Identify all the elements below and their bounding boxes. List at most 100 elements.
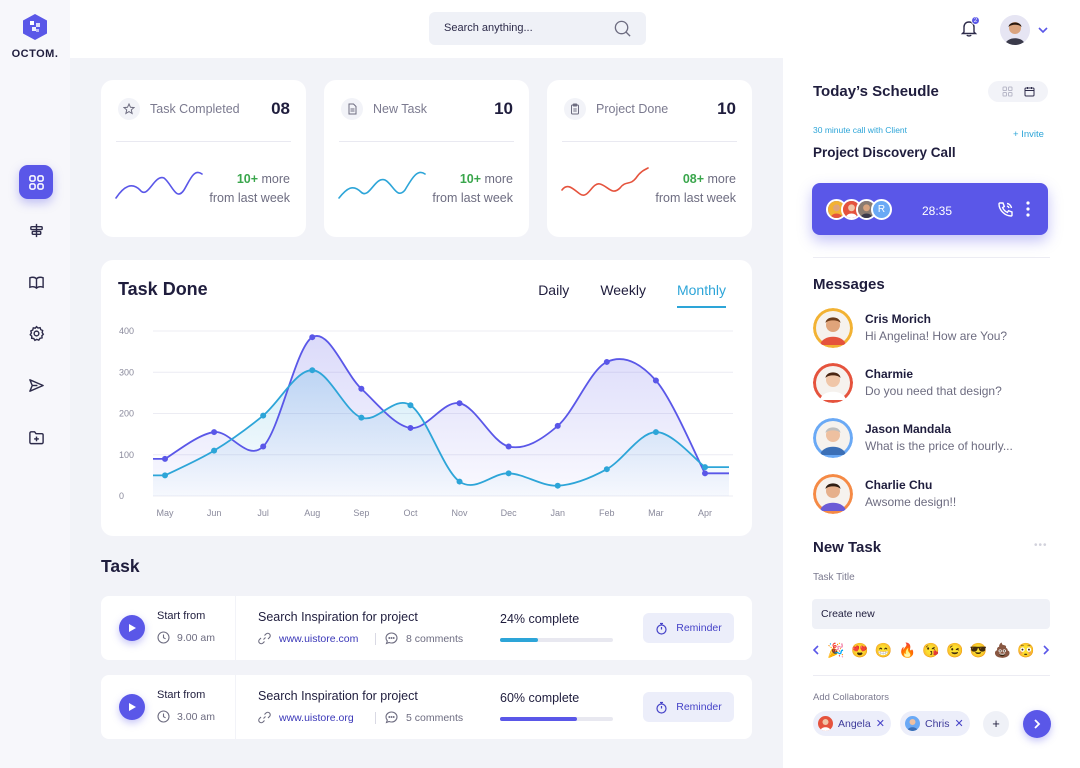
message-preview: Do you need that design?	[865, 384, 1002, 398]
sidebar-item-send[interactable]	[19, 368, 53, 402]
divider	[562, 141, 737, 142]
collaborator-avatar	[905, 716, 920, 731]
sidebar-item-settings[interactable]	[19, 316, 53, 350]
search-input[interactable]: Search anything...	[444, 22, 533, 34]
calendar-icon[interactable]	[1024, 86, 1035, 97]
emoji-fire[interactable]: 🔥	[898, 642, 916, 658]
stat-card-task-completed: Task Completed 08 10+ more from last wee…	[101, 80, 306, 237]
stat-value: 08	[271, 99, 290, 118]
sidebar-item-book[interactable]	[19, 265, 53, 299]
divider	[339, 141, 514, 142]
add-collaborator-button[interactable]: +	[983, 711, 1009, 737]
sidebar-item-folder[interactable]	[19, 420, 53, 454]
emoji-party[interactable]: 🎉	[827, 642, 845, 658]
data-point	[211, 429, 218, 436]
play-button[interactable]	[119, 615, 145, 641]
sidebar-item-dashboard[interactable]	[19, 165, 53, 199]
emoji-grin[interactable]: 😁	[874, 642, 893, 658]
stat-more-number: 10+	[236, 172, 259, 186]
send-icon	[28, 378, 44, 392]
task-comments[interactable]: 8 comments	[385, 632, 463, 645]
message-item[interactable]: Cris Morich Hi Angelina! How are You?	[813, 308, 1053, 352]
message-preview: Awsome design!!	[865, 495, 957, 509]
stat-label: New Task	[373, 102, 427, 116]
task-time: 3.00 am	[157, 710, 215, 723]
task-link-text[interactable]: www.uistore.com	[279, 632, 359, 645]
stat-more: 10+ more from last week	[432, 170, 513, 208]
logo-icon	[23, 14, 47, 40]
collaborator-name: Angela	[838, 717, 871, 730]
message-item[interactable]: Charmie Do you need that design?	[813, 363, 1053, 407]
stat-more-sub: from last week	[655, 191, 736, 205]
emoji-flushed[interactable]: 😳	[1017, 642, 1035, 658]
call-card[interactable]: R 28:35	[812, 183, 1048, 235]
view-toggle[interactable]	[988, 81, 1048, 102]
stat-label: Task Completed	[150, 102, 240, 116]
start-label: Start from	[157, 689, 206, 701]
task-progress-bar	[500, 717, 613, 721]
collaborator-avatar	[818, 716, 833, 731]
grid-view-icon[interactable]	[1002, 86, 1013, 97]
more-vertical-icon[interactable]	[1025, 200, 1031, 218]
chevron-left-icon[interactable]	[811, 644, 821, 656]
task-link[interactable]: www.uistore.com	[258, 632, 358, 645]
x-tick-label: Apr	[698, 508, 712, 518]
more-horizontal-icon[interactable]: •••	[1034, 540, 1048, 551]
tab-weekly[interactable]: Weekly	[600, 282, 646, 298]
link-icon	[258, 632, 271, 645]
comment-icon	[385, 632, 398, 645]
stat-more-sub: from last week	[209, 191, 290, 205]
tab-monthly[interactable]: Monthly	[676, 282, 726, 308]
call-title: Project Discovery Call	[813, 145, 956, 160]
message-preview: Hi Angelina! How are You?	[865, 329, 1008, 343]
data-point	[211, 447, 218, 454]
logo[interactable]: OCTOM.	[0, 14, 70, 60]
emoji-poop[interactable]: 💩	[993, 642, 1011, 658]
remove-collaborator-button[interactable]: ✕	[875, 718, 885, 730]
series-area	[153, 370, 729, 496]
play-icon	[129, 624, 136, 632]
message-item[interactable]: Charlie Chu Awsome design!!	[813, 474, 1053, 518]
data-point	[162, 472, 168, 479]
divider	[235, 675, 236, 739]
chevron-right-icon[interactable]	[1041, 644, 1051, 656]
x-tick-label: Jul	[257, 508, 269, 518]
y-tick-label: 400	[119, 326, 134, 336]
task-title-input[interactable]	[812, 599, 1050, 629]
reminder-label: Reminder	[676, 622, 722, 634]
data-point	[260, 412, 267, 419]
user-avatar[interactable]	[1000, 15, 1030, 45]
task-link[interactable]: www.uistore.org	[258, 711, 354, 724]
invite-button[interactable]: + Invite	[1013, 129, 1044, 140]
x-tick-label: Oct	[403, 508, 418, 518]
stat-more-word: more	[707, 172, 736, 186]
search-bar[interactable]: Search anything...	[429, 12, 646, 45]
sidebar-item-align[interactable]	[19, 213, 53, 247]
reminder-button[interactable]: Reminder	[643, 692, 734, 722]
play-button[interactable]	[119, 694, 145, 720]
task-title: Search Inspiration for project	[258, 610, 418, 624]
emoji-kiss[interactable]: 😘	[922, 642, 940, 658]
emoji-heart-eyes[interactable]: 😍	[851, 642, 869, 658]
notifications-button[interactable]: 2	[959, 16, 980, 38]
stat-more-number: 08+	[682, 172, 705, 186]
reminder-button[interactable]: Reminder	[643, 613, 734, 643]
x-tick-label: Jan	[550, 508, 565, 518]
comment-icon	[385, 711, 398, 724]
data-point	[652, 377, 659, 384]
phone-call-icon[interactable]	[997, 201, 1014, 218]
sparkline-chart	[561, 167, 649, 196]
message-item[interactable]: Jason Mandala What is the price of hourly…	[813, 418, 1053, 462]
task-row[interactable]: Start from 9.00 am Search Inspiration fo…	[101, 596, 752, 660]
chevron-down-icon[interactable]	[1037, 24, 1049, 36]
submit-task-button[interactable]	[1023, 710, 1051, 738]
emoji-wink[interactable]: 😉	[945, 642, 964, 658]
search-icon[interactable]	[613, 19, 632, 38]
task-comments[interactable]: 5 comments	[385, 711, 463, 724]
chart-title: Task Done	[118, 279, 208, 299]
task-row[interactable]: Start from 3.00 am Search Inspiration fo…	[101, 675, 752, 739]
emoji-sunglasses[interactable]: 😎	[969, 642, 988, 658]
task-link-text[interactable]: www.uistore.org	[279, 711, 354, 724]
remove-collaborator-button[interactable]: ✕	[954, 718, 964, 730]
tab-daily[interactable]: Daily	[538, 282, 570, 298]
